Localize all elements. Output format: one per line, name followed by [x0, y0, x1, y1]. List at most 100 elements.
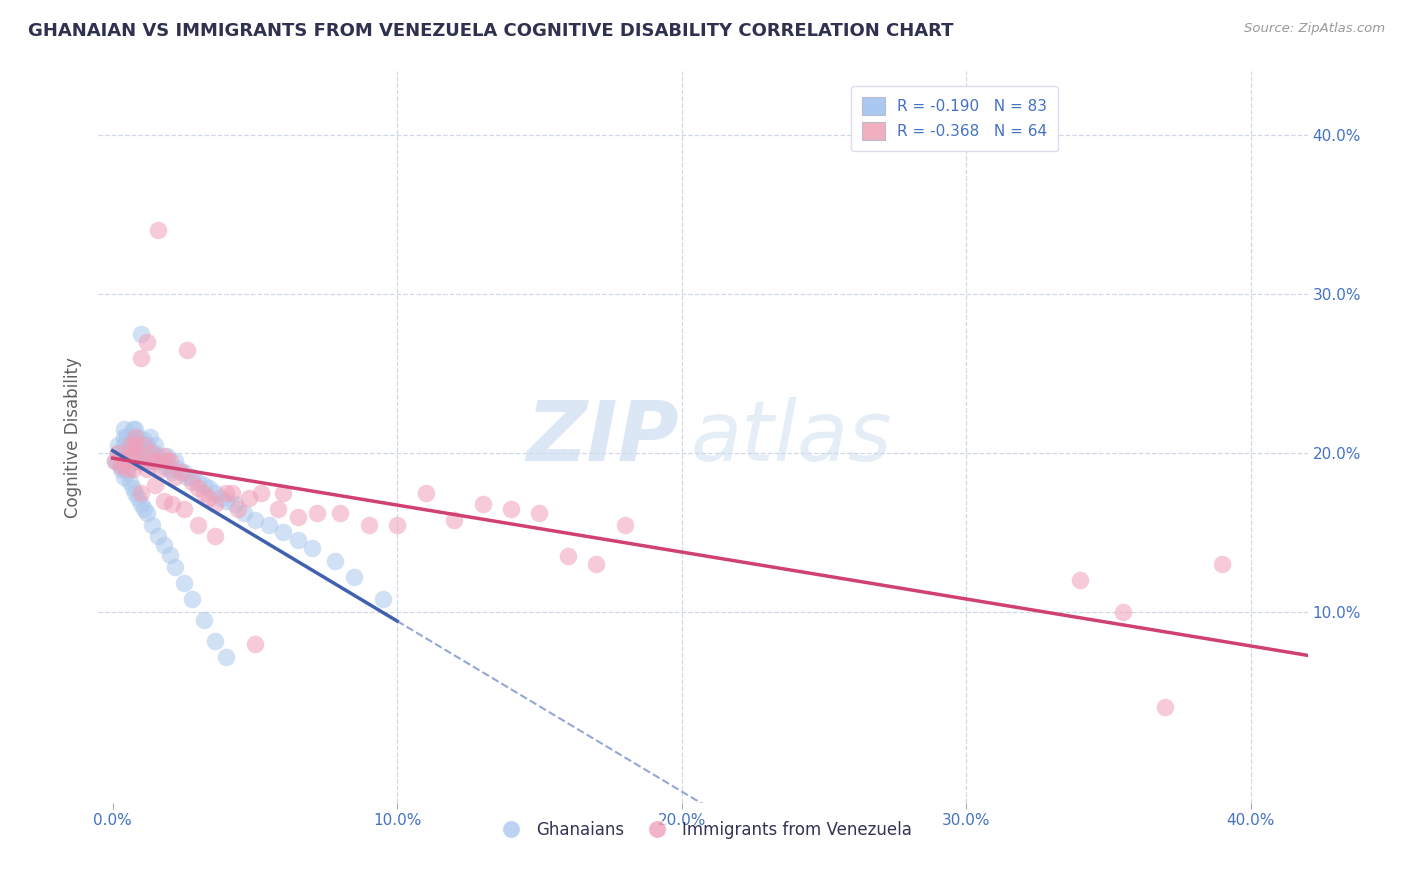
Point — [173, 501, 195, 516]
Point — [221, 485, 243, 500]
Point — [124, 446, 146, 460]
Point — [273, 485, 295, 500]
Point — [118, 454, 141, 468]
Point — [204, 497, 226, 511]
Point — [613, 517, 636, 532]
Point — [129, 438, 152, 452]
Point — [159, 454, 181, 468]
Point — [132, 501, 155, 516]
Point — [112, 430, 135, 444]
Point — [156, 454, 179, 468]
Point — [127, 454, 149, 468]
Point — [287, 509, 309, 524]
Point — [124, 438, 146, 452]
Point — [173, 576, 195, 591]
Point — [143, 446, 166, 460]
Point — [385, 517, 408, 532]
Point — [301, 541, 323, 556]
Point — [198, 491, 221, 505]
Point — [153, 458, 176, 473]
Point — [415, 485, 437, 500]
Point — [181, 592, 204, 607]
Point — [1154, 700, 1177, 714]
Point — [165, 560, 187, 574]
Point — [138, 430, 160, 444]
Point — [273, 525, 295, 540]
Point — [112, 470, 135, 484]
Point — [124, 422, 146, 436]
Point — [165, 470, 187, 484]
Y-axis label: Cognitive Disability: Cognitive Disability — [65, 357, 83, 517]
Point — [107, 446, 129, 460]
Point — [129, 351, 152, 365]
Point — [557, 549, 579, 564]
Point — [115, 465, 138, 479]
Text: GHANAIAN VS IMMIGRANTS FROM VENEZUELA COGNITIVE DISABILITY CORRELATION CHART: GHANAIAN VS IMMIGRANTS FROM VENEZUELA CO… — [28, 22, 953, 40]
Point — [143, 438, 166, 452]
Point — [129, 454, 152, 468]
Point — [585, 558, 607, 572]
Point — [529, 507, 551, 521]
Point — [143, 477, 166, 491]
Point — [181, 470, 204, 484]
Point — [115, 462, 138, 476]
Point — [150, 462, 173, 476]
Point — [266, 501, 288, 516]
Point — [173, 465, 195, 479]
Point — [141, 454, 163, 468]
Point — [204, 529, 226, 543]
Point — [124, 438, 146, 452]
Point — [107, 446, 129, 460]
Point — [499, 501, 522, 516]
Point — [146, 529, 169, 543]
Point — [215, 485, 238, 500]
Point — [121, 462, 143, 476]
Point — [187, 517, 209, 532]
Point — [135, 507, 157, 521]
Point — [187, 475, 209, 489]
Point — [124, 430, 146, 444]
Point — [159, 462, 181, 476]
Point — [204, 633, 226, 648]
Point — [127, 454, 149, 468]
Point — [132, 434, 155, 448]
Point — [162, 465, 184, 479]
Point — [371, 592, 394, 607]
Point — [129, 497, 152, 511]
Point — [112, 438, 135, 452]
Point — [150, 454, 173, 468]
Point — [181, 475, 204, 489]
Point — [193, 477, 215, 491]
Point — [132, 446, 155, 460]
Point — [170, 465, 193, 479]
Point — [127, 446, 149, 460]
Point — [471, 497, 494, 511]
Point — [135, 334, 157, 349]
Point — [115, 430, 138, 444]
Point — [287, 533, 309, 548]
Point — [110, 449, 132, 463]
Point — [110, 462, 132, 476]
Point — [1211, 558, 1233, 572]
Point — [226, 501, 249, 516]
Point — [204, 485, 226, 500]
Point — [141, 517, 163, 532]
Point — [141, 446, 163, 460]
Point — [129, 485, 152, 500]
Point — [153, 449, 176, 463]
Point — [118, 446, 141, 460]
Point — [132, 438, 155, 452]
Point — [135, 454, 157, 468]
Point — [107, 454, 129, 468]
Point — [443, 513, 465, 527]
Point — [224, 497, 246, 511]
Point — [118, 438, 141, 452]
Point — [138, 454, 160, 468]
Point — [135, 462, 157, 476]
Point — [193, 613, 215, 627]
Point — [146, 223, 169, 237]
Legend: Ghanaians, Immigrants from Venezuela: Ghanaians, Immigrants from Venezuela — [488, 814, 918, 846]
Point — [107, 438, 129, 452]
Point — [115, 454, 138, 468]
Point — [124, 454, 146, 468]
